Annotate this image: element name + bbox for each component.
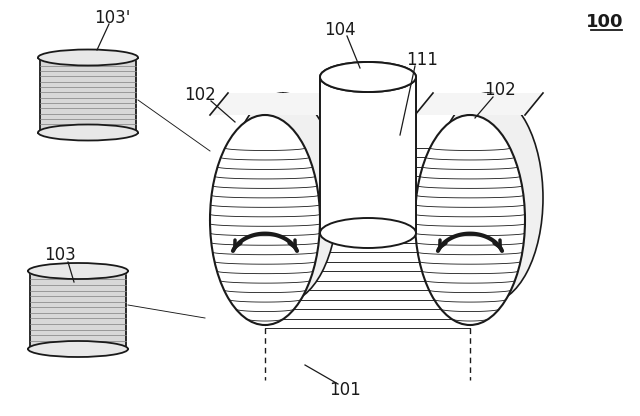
Text: 101: 101 [329, 381, 361, 399]
Text: 102: 102 [184, 86, 216, 104]
Bar [40, 57, 136, 133]
Polygon shape [210, 93, 338, 115]
Text: 111: 111 [406, 51, 438, 69]
Ellipse shape [433, 93, 543, 303]
Ellipse shape [320, 218, 416, 248]
Ellipse shape [28, 263, 128, 279]
Text: 102: 102 [484, 81, 516, 99]
Ellipse shape [320, 62, 416, 92]
Text: 103: 103 [44, 246, 76, 264]
Text: 104: 104 [324, 21, 356, 39]
Ellipse shape [210, 115, 320, 325]
Polygon shape [415, 93, 543, 115]
Ellipse shape [228, 93, 338, 303]
Text: 103': 103' [94, 9, 130, 27]
Ellipse shape [415, 115, 525, 325]
Ellipse shape [320, 62, 416, 92]
Bar [30, 271, 126, 349]
Ellipse shape [38, 50, 138, 65]
Ellipse shape [28, 341, 128, 357]
Bar [320, 77, 416, 233]
Ellipse shape [38, 124, 138, 141]
Text: 100: 100 [586, 13, 624, 31]
